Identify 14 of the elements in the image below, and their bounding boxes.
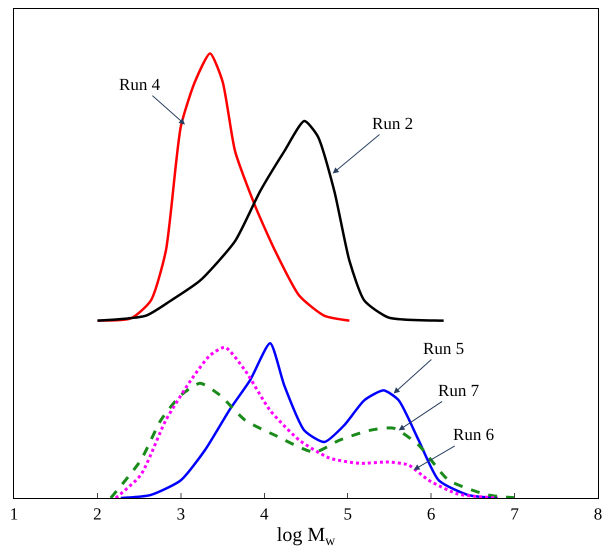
x-tick-label: 2 [93,504,102,524]
x-tick-label: 1 [10,504,18,524]
annotation: Run 4 [119,75,161,94]
x-tick-label: 5 [343,504,352,524]
x-axis-title: log M$_{w}$ [276,524,336,550]
annotation: Run 2 [372,114,414,133]
annotation: Run 7 [438,381,480,400]
x-tick-label: 8 [594,504,602,524]
x-tick-label: 3 [176,504,186,524]
annotation: Run 6 [453,425,494,444]
annotation: Run 5 [423,339,464,358]
x-tick-label: 6 [426,504,436,524]
x-tick-label: 7 [510,504,520,524]
x-tick-label: 4 [260,504,270,524]
